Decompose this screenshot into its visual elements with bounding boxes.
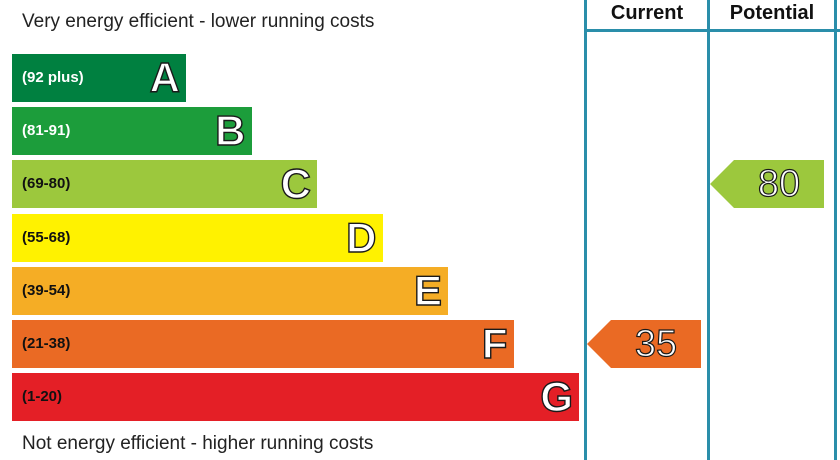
- band-range-label: (55-68): [22, 228, 71, 246]
- current-column-header: Current: [610, 2, 684, 24]
- band-letter-label: B: [214, 106, 246, 155]
- band-letter-label: C: [280, 160, 312, 208]
- band-letter-label: G: [540, 372, 574, 421]
- band-letter-label: E: [413, 266, 442, 314]
- current-rating-value: 35: [634, 322, 678, 365]
- band-g: (1-20) G: [12, 372, 579, 422]
- band-range-label: (92 plus): [22, 69, 84, 86]
- band-c: (69-80) C: [12, 160, 317, 209]
- column-divider-right: [834, 0, 837, 460]
- band-range-label: (69-80): [22, 175, 71, 193]
- column-divider-left: [584, 0, 587, 460]
- column-divider-middle: [707, 0, 710, 460]
- band-range-label: (21-38): [22, 335, 71, 352]
- band-letter-label: A: [149, 53, 181, 101]
- band-d: (55-68) D: [12, 213, 383, 262]
- potential-rating-arrow: 80: [710, 160, 824, 209]
- band-range-label: (81-91): [22, 122, 71, 140]
- potential-arrow-shape: [710, 160, 824, 209]
- band-letter-label: F: [481, 319, 508, 367]
- potential-rating-value: 80: [757, 163, 801, 206]
- band-range-label: (1-20): [22, 388, 63, 406]
- band-e: (39-54) E: [12, 266, 448, 315]
- top-caption: Very energy efficient - lower running co…: [22, 11, 375, 32]
- potential-column-header: Potential: [729, 2, 815, 24]
- band-f: (21-38) F: [12, 319, 514, 368]
- current-arrow-shape: [587, 320, 701, 368]
- header-divider: [585, 29, 840, 32]
- band-a: (92 plus) A: [12, 53, 186, 102]
- band-letter-label: D: [345, 213, 377, 261]
- band-b: (81-91) B: [12, 106, 252, 156]
- bottom-caption: Not energy efficient - higher running co…: [22, 433, 374, 454]
- band-range-label: (39-54): [22, 281, 71, 299]
- current-rating-arrow: 35: [587, 320, 701, 368]
